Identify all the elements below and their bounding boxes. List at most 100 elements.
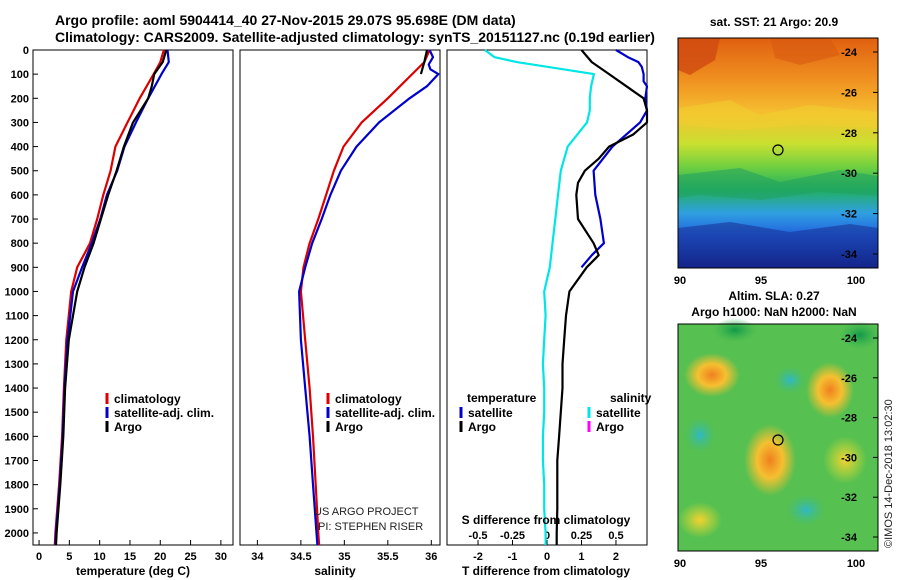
profile-title: Argo profile: aoml 5904414_40 27-Nov-201… (55, 12, 516, 28)
depth-tick-label: 700 (11, 214, 29, 226)
map-x-tick-label: 90 (674, 275, 686, 287)
x-tick-label: 0 (36, 551, 42, 563)
sla-argo-location-marker (772, 434, 784, 446)
difference-series (484, 49, 649, 545)
s-tick-label: 0 (544, 530, 550, 542)
temperature-legend: climatology satellite-adj. clim. Argo (105, 392, 214, 434)
sla-anomaly-blob (786, 494, 826, 526)
x-tick-label: -2 (473, 551, 483, 563)
depth-tick-label: 600 (11, 190, 29, 202)
depth-axis-ticks: 0 100 200 300 400 500 600 700 800 900 1000 1100 1200… (5, 45, 38, 540)
series-line-argo (419, 49, 429, 75)
depth-tick-label: 100 (11, 69, 29, 81)
map-y-tick-label: -24 (841, 333, 858, 345)
legend-temp-argo: Argo (468, 420, 496, 434)
sla-anomaly-blob (806, 362, 854, 418)
s-tick-label: -0.25 (500, 530, 525, 542)
s-difference-x-label: S difference from climatology (462, 513, 631, 527)
depth-tick-label: 300 (11, 117, 29, 129)
x-tick-label: 35 (338, 551, 350, 563)
climatology-title: Climatology: CARS2009. Satellite-adjuste… (55, 29, 655, 45)
sst-warm-patch-2 (770, 38, 840, 65)
sst-map-x-ticks: 90 95 100 (674, 275, 865, 287)
map-x-tick-label: 100 (847, 558, 865, 570)
x-tick-label: 2 (613, 551, 619, 563)
depth-tick-label: 1400 (5, 383, 29, 395)
depth-tick-label: 200 (11, 93, 29, 105)
sla-anomaly-blob (684, 417, 716, 453)
difference-x-ticks: -2 -1 0 1 2 (473, 540, 619, 563)
imos-timestamp: ©IMOS 14-Dec-2018 13:02:30 (883, 399, 895, 548)
depth-tick-label: 500 (11, 166, 29, 178)
x-tick-label: 10 (94, 551, 106, 563)
map-y-tick-label: -26 (841, 87, 857, 99)
x-tick-label: 30 (215, 551, 227, 563)
salinity-panel: 34 34.5 35 35.5 36 salinity climatology sate… (239, 49, 441, 578)
sst-warm-patch (678, 38, 720, 75)
temperature-series (53, 49, 170, 546)
depth-tick-label: 1500 (5, 407, 29, 419)
x-tick-label: 1 (578, 551, 584, 563)
x-tick-label: 34.5 (290, 551, 311, 563)
depth-tick-label: 1900 (5, 504, 29, 516)
sst-argo-location-marker (772, 144, 784, 156)
sla-map-title: Altim. SLA: 0.27 (728, 289, 820, 303)
map-y-tick-label: -34 (841, 249, 858, 261)
map-x-tick-label: 100 (847, 275, 865, 287)
salinity-plot-frame (239, 49, 441, 546)
sst-cool-band (678, 222, 878, 268)
x-tick-label: 35.5 (377, 551, 398, 563)
depth-tick-label: 400 (11, 142, 29, 154)
depth-tick-label: 1100 (5, 311, 29, 323)
legend-temp-satellite: satellite (468, 406, 513, 420)
depth-tick-label: 0 (23, 45, 29, 57)
temperature-panel: 0100200300400500600700800900100011001200… (5, 45, 234, 578)
salinity-x-label: salinity (314, 564, 356, 578)
difference-panel: -2 -1 0 1 2 -0.5 -0.25 0 0.25 0.5 T difference f… (446, 49, 652, 578)
salinity-legend: climatology satellite-adj. clim. Argo (326, 392, 435, 434)
sla-map-x-ticks: 90 95 100 (674, 558, 865, 570)
sla-anomaly-blob (713, 318, 757, 342)
sst-map-y-ticks: -24 -26 -28 -30 -32 -34 (841, 47, 878, 261)
sla-anomaly-blob (744, 424, 796, 496)
map-y-tick-label: -32 (841, 209, 857, 221)
legend-satellite: satellite-adj. clim. (114, 406, 214, 420)
difference-legend: temperature salinity satellite Argo sate… (459, 391, 652, 434)
map-x-tick-label: 95 (755, 558, 767, 570)
project-credit-line2: PI: STEPHEN RISER (318, 521, 423, 533)
legend-sal-satellite: satellite (596, 406, 641, 420)
legend-argo: Argo (114, 420, 142, 434)
s-tick-label: 0.5 (608, 530, 623, 542)
temperature-plot-frame (32, 49, 234, 546)
map-y-tick-label: -32 (841, 492, 857, 504)
map-y-tick-label: -24 (841, 47, 858, 59)
map-y-tick-label: -34 (841, 532, 858, 544)
depth-tick-label: 900 (11, 262, 29, 274)
depth-tick-label: 1600 (5, 431, 29, 443)
x-tick-label: -1 (508, 551, 518, 563)
series-line-salinity-satellite (484, 49, 596, 545)
temperature-x-label: temperature (deg C) (76, 564, 190, 578)
series-line-temperature-argo (555, 49, 649, 545)
salinity-series (298, 49, 440, 546)
map-y-tick-label: -28 (841, 413, 857, 425)
map-y-tick-label: -26 (841, 373, 857, 385)
sla-anomaly-blob (684, 353, 740, 397)
sla-map-frame (677, 323, 879, 552)
depth-tick-label: 1200 (5, 335, 29, 347)
x-tick-label: 5 (66, 551, 72, 563)
difference-plot-frame (446, 49, 648, 546)
map-x-tick-label: 90 (674, 558, 686, 570)
x-tick-label: 25 (184, 551, 196, 563)
sst-map: sat. SST: 21 Argo: 20.9 -24-26-28-30-32-… (674, 15, 879, 287)
depth-tick-label: 1000 (5, 286, 29, 298)
sla-map: Altim. SLA: 0.27 Argo h1000: NaN h2000: … (674, 289, 880, 570)
s-tick-label: -0.5 (469, 530, 488, 542)
x-tick-label: 15 (124, 551, 136, 563)
s-tick-label: 0.25 (571, 530, 592, 542)
x-tick-label: 34 (251, 551, 264, 563)
legend-sal-argo: Argo (596, 420, 624, 434)
map-x-tick-label: 95 (755, 275, 767, 287)
salinity-x-ticks: 34 34.5 35 35.5 36 (251, 540, 437, 563)
